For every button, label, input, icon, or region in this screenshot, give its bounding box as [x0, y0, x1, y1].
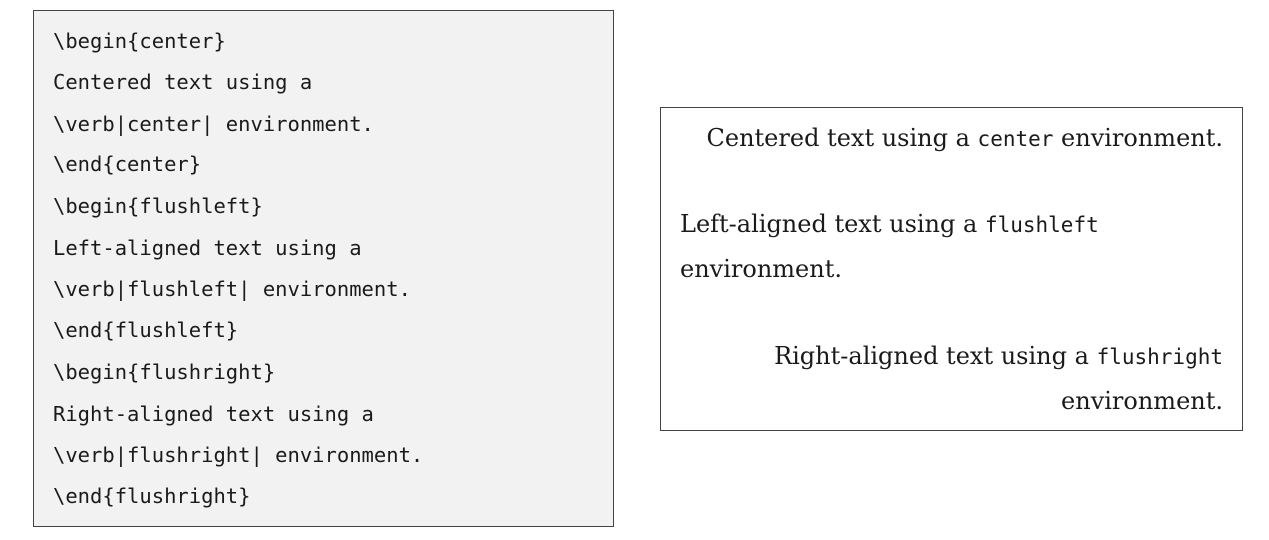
- source-line: \verb|flushleft| environment.: [53, 277, 411, 301]
- left-aligned-text-line-2: environment.: [680, 255, 842, 283]
- right-aligned-text-code: flushright: [1096, 345, 1223, 369]
- rendered-output-box: Centered text using a center environment…: [660, 107, 1243, 431]
- source-line: Centered text using a: [53, 70, 313, 94]
- centered-text: Centered text using a center environment…: [680, 123, 1223, 153]
- right-aligned-text-line-1: Right-aligned text using a flushright: [680, 341, 1223, 371]
- source-line: \verb|center| environment.: [53, 112, 374, 136]
- right-aligned-text-before: Right-aligned text using a: [774, 342, 1097, 370]
- source-line: \end{flushleft}: [53, 318, 239, 342]
- latex-source-box: \begin{center} Centered text using a \ve…: [33, 10, 614, 527]
- source-line: \end{center}: [53, 152, 202, 176]
- left-aligned-text-code: flushleft: [984, 213, 1099, 237]
- centered-text-after: environment.: [1053, 124, 1223, 152]
- centered-text-code: center: [977, 127, 1054, 151]
- source-line: \verb|flushright| environment.: [53, 443, 424, 467]
- source-line: \begin{flushleft}: [53, 194, 263, 218]
- source-line: Right-aligned text using a: [53, 402, 374, 426]
- left-aligned-text-line-1: Left-aligned text using a flushleft: [680, 209, 1223, 239]
- centered-text-before: Centered text using a: [706, 124, 978, 152]
- left-aligned-text-before: Left-aligned text using a: [680, 210, 985, 238]
- right-aligned-text-line-2: environment.: [1061, 387, 1223, 415]
- source-line: \begin{flushright}: [53, 360, 276, 384]
- source-line: \end{flushright}: [53, 484, 251, 508]
- source-line: Left-aligned text using a: [53, 236, 362, 260]
- source-line: \begin{center}: [53, 29, 226, 53]
